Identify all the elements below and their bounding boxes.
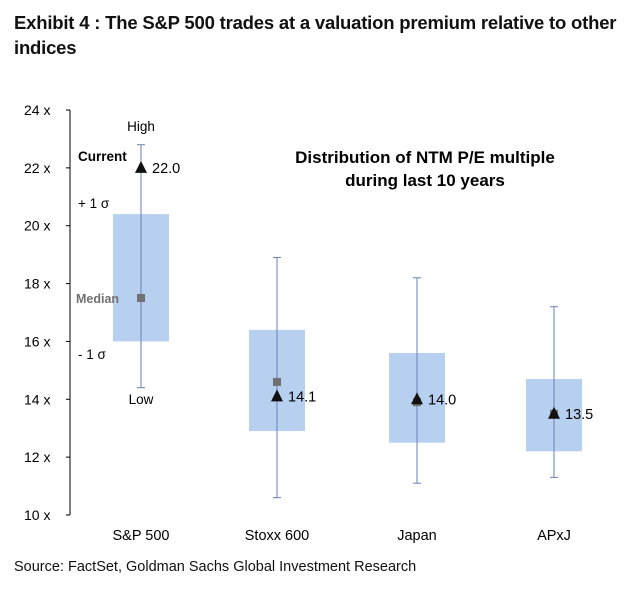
annotation-current: Current xyxy=(78,149,127,164)
median-marker xyxy=(273,377,281,386)
median-marker xyxy=(137,294,145,303)
chart-title: Distribution of NTM P/E multiple during l… xyxy=(295,148,555,190)
chart-title-line: Distribution of NTM P/E multiple xyxy=(295,148,555,167)
current-marker xyxy=(135,160,147,173)
y-tick-label: 22 x xyxy=(24,160,50,176)
annotation-median: Median xyxy=(76,292,119,306)
current-value-label: 14.1 xyxy=(288,389,316,405)
annotation-minus-1sd: - 1 σ xyxy=(78,347,107,362)
annotation-low: Low xyxy=(129,392,154,407)
chart-title-line: during last 10 years xyxy=(345,171,505,190)
y-tick-label: 18 x xyxy=(24,276,50,292)
x-category-label: Stoxx 600 xyxy=(245,528,310,544)
current-value-label: 13.5 xyxy=(565,407,593,423)
y-axis: 10 x 12 x 14 x 16 x 18 x 20 x 22 x 24 x xyxy=(24,102,71,523)
current-marker xyxy=(548,406,560,419)
y-tick-label: 16 x xyxy=(24,333,50,349)
x-category-label: S&P 500 xyxy=(113,528,170,544)
annotation-plus-1sd: + 1 σ xyxy=(78,196,110,211)
x-category-label: Japan xyxy=(397,528,437,544)
exhibit-title: Exhibit 4 : The S&P 500 trades at a valu… xyxy=(14,12,617,58)
y-tick-label: 24 x xyxy=(24,102,50,118)
source-note: Source: FactSet, Goldman Sachs Global In… xyxy=(14,559,417,575)
current-marker xyxy=(411,392,423,405)
annotation-high: High xyxy=(127,119,155,134)
y-tick-label: 20 x xyxy=(24,218,50,234)
y-tick-label: 10 x xyxy=(24,507,50,523)
plot-area: 22.0 S&P 500 14.1 Stoxx 600 14.0 Japan 13.5 APx… xyxy=(113,144,593,544)
current-marker xyxy=(271,389,283,402)
current-value-label: 14.0 xyxy=(428,392,456,408)
y-tick-label: 14 x xyxy=(24,391,50,407)
current-value-label: 22.0 xyxy=(152,161,180,177)
y-tick-label: 12 x xyxy=(24,449,50,465)
x-category-label: APxJ xyxy=(537,528,571,544)
